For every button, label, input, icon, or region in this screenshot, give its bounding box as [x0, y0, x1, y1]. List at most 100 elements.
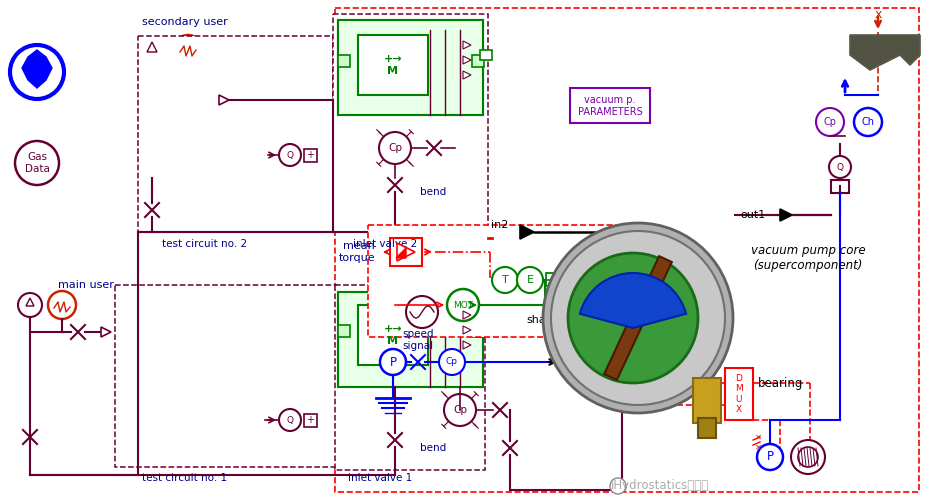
Wedge shape: [579, 273, 685, 328]
Circle shape: [551, 231, 724, 405]
Circle shape: [48, 291, 76, 319]
Polygon shape: [614, 375, 629, 391]
Text: T: T: [502, 275, 508, 285]
Circle shape: [18, 293, 42, 317]
Bar: [337, 55, 349, 67]
Polygon shape: [849, 35, 919, 70]
Bar: [692, 378, 720, 423]
Bar: [358, 305, 427, 365]
Bar: [368, 225, 616, 337]
Text: P: P: [766, 450, 773, 463]
Text: +→
M: +→ M: [383, 54, 402, 76]
Text: shaft: shaft: [526, 315, 553, 325]
Polygon shape: [603, 256, 671, 380]
Circle shape: [443, 394, 476, 426]
Circle shape: [438, 349, 464, 375]
Circle shape: [542, 223, 732, 413]
Bar: [724, 368, 752, 420]
Bar: [358, 35, 427, 95]
Polygon shape: [780, 209, 791, 221]
Circle shape: [828, 156, 850, 178]
Text: Gas
Data: Gas Data: [24, 152, 49, 174]
Text: test circuit no. 1: test circuit no. 1: [142, 473, 227, 483]
Circle shape: [756, 444, 782, 470]
Text: Ch: Ch: [860, 117, 873, 127]
Polygon shape: [101, 327, 111, 337]
Text: inlet valve 2: inlet valve 2: [352, 239, 416, 249]
Bar: [472, 55, 484, 67]
Bar: [337, 325, 349, 337]
Bar: [304, 414, 317, 427]
Text: D
M
U
X: D M U X: [734, 374, 743, 414]
Text: speed
signal: speed signal: [401, 329, 433, 351]
Bar: [562, 273, 575, 286]
Text: bend: bend: [420, 187, 446, 197]
Text: out1: out1: [740, 210, 765, 220]
Bar: [337, 292, 482, 387]
Bar: [337, 20, 482, 115]
Circle shape: [447, 289, 478, 321]
Text: +: +: [306, 415, 313, 425]
Polygon shape: [26, 298, 34, 306]
Polygon shape: [463, 71, 471, 79]
Circle shape: [279, 409, 300, 431]
Polygon shape: [463, 311, 471, 319]
Circle shape: [567, 253, 697, 383]
Bar: [830, 180, 848, 193]
Circle shape: [853, 108, 881, 136]
Circle shape: [379, 349, 406, 375]
Text: vacuum p.
PARAMETERS: vacuum p. PARAMETERS: [577, 95, 641, 117]
Circle shape: [790, 440, 824, 474]
Text: Cp: Cp: [822, 117, 835, 127]
Text: E: E: [526, 275, 533, 285]
Text: oil: oil: [577, 363, 590, 373]
Polygon shape: [397, 243, 414, 261]
Text: ✕: ✕: [754, 432, 761, 441]
Text: bend: bend: [420, 443, 446, 453]
Polygon shape: [463, 326, 471, 334]
Polygon shape: [463, 41, 471, 49]
Bar: [115, 285, 337, 467]
Bar: [333, 14, 488, 232]
Bar: [697, 418, 716, 438]
Text: MOT: MOT: [452, 301, 473, 310]
Bar: [138, 36, 333, 232]
Text: Q: Q: [835, 162, 843, 171]
Circle shape: [279, 144, 300, 166]
Bar: [479, 320, 491, 330]
Text: vacuum pump core
(supercomponent): vacuum pump core (supercomponent): [750, 244, 864, 272]
Polygon shape: [463, 56, 471, 64]
Text: mean
torque: mean torque: [338, 241, 375, 263]
Bar: [389, 238, 422, 266]
Circle shape: [815, 108, 843, 136]
Bar: [337, 20, 482, 115]
Bar: [569, 88, 649, 123]
Circle shape: [609, 478, 626, 494]
Text: Q: Q: [286, 415, 293, 424]
Text: +: +: [306, 150, 313, 160]
Text: Cp: Cp: [452, 405, 466, 415]
Text: Cp: Cp: [387, 143, 401, 153]
Bar: [337, 292, 482, 387]
Text: x: x: [873, 8, 881, 21]
Text: in1: in1: [634, 378, 652, 388]
Circle shape: [491, 267, 517, 293]
Text: ✕: ✕: [754, 442, 761, 451]
Text: P: P: [389, 356, 396, 369]
Text: +→
M: +→ M: [383, 324, 402, 346]
Circle shape: [172, 35, 203, 65]
Circle shape: [15, 141, 59, 185]
Text: secondary user: secondary user: [142, 17, 228, 27]
Bar: [335, 285, 485, 470]
Circle shape: [797, 447, 817, 467]
Text: Cp: Cp: [446, 358, 458, 367]
Polygon shape: [146, 42, 157, 52]
Text: inlet valve 1: inlet valve 1: [348, 473, 412, 483]
Text: iHydrostatics静液压: iHydrostatics静液压: [610, 479, 708, 492]
Polygon shape: [22, 50, 52, 88]
Bar: [472, 325, 484, 337]
Text: x: x: [654, 378, 661, 388]
Circle shape: [139, 37, 165, 63]
Text: in2: in2: [490, 220, 507, 230]
Bar: [545, 273, 558, 286]
